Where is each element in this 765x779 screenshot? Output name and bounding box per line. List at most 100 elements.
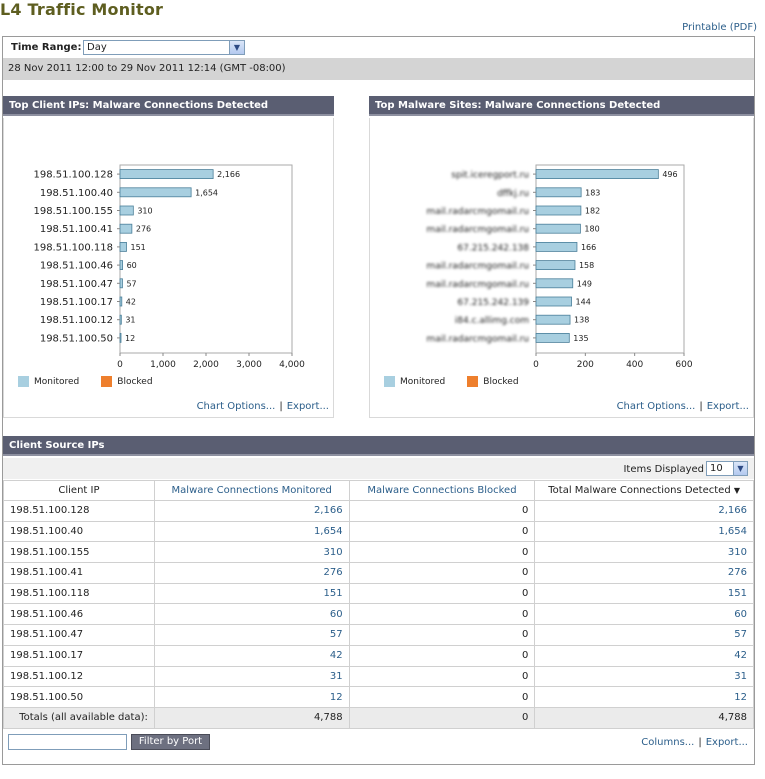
bar [535, 332, 570, 343]
bar [535, 205, 582, 216]
column-header-total[interactable]: Total Malware Connections Detected ▼ [534, 480, 754, 501]
bar [535, 296, 572, 307]
total-cell-link[interactable]: 12 [534, 686, 754, 708]
bar [119, 278, 123, 289]
category-label: 198.51.100.46 [40, 261, 113, 272]
column-header-blocked[interactable]: Malware Connections Blocked [348, 480, 536, 501]
total-cell-link[interactable]: 31 [534, 665, 754, 688]
page-title: L4 Traffic Monitor [0, 0, 164, 19]
malware-sites-chart: 0200400600Transactionsspit.iceregport.ru… [426, 164, 693, 368]
bar [119, 242, 127, 252]
monitored-cell-link[interactable]: 57 [153, 624, 350, 646]
total-cell-link[interactable]: 2,166 [534, 500, 754, 522]
monitored-cell-link[interactable]: 31 [153, 665, 350, 688]
table-row: 198.51.100.46 60 0 60 [3, 603, 754, 626]
column-header-monitored[interactable]: Malware Connections Monitored [153, 480, 350, 501]
monitored-cell-link[interactable]: 60 [153, 603, 350, 626]
legend-blocked-swatch [467, 376, 479, 387]
client-chart-links: Chart Options... | Export... [196, 401, 329, 412]
bar [119, 260, 123, 271]
bar [535, 223, 581, 234]
client-ip-cell: 198.51.100.128 [3, 500, 155, 522]
chevron-down-icon[interactable]: ▼ [733, 462, 747, 475]
port-filter-input[interactable] [8, 734, 127, 750]
time-range-select[interactable]: Day ▼ [83, 40, 245, 55]
client-ip-cell: 198.51.100.41 [3, 562, 155, 584]
monitored-cell-link[interactable]: 42 [153, 644, 350, 667]
data-value-label: 182 [585, 207, 600, 216]
items-displayed-label: Items Displayed [623, 464, 704, 475]
bar [119, 223, 133, 234]
bar [535, 187, 582, 198]
table-row: 198.51.100.128 2,166 0 2,166 [3, 500, 754, 522]
client-source-header: Client Source IPs [3, 436, 754, 456]
chart-export-link[interactable]: Export... [286, 401, 329, 412]
table-row: 198.51.100.47 57 0 57 [3, 624, 754, 646]
monitored-cell-link[interactable]: 12 [153, 686, 350, 708]
time-range-row: Time Range: Day ▼ [3, 37, 754, 58]
blocked-cell: 0 [348, 582, 536, 605]
blocked-cell: 0 [348, 665, 536, 688]
total-cell-link[interactable]: 310 [534, 541, 754, 564]
items-displayed-row: Items Displayed 10 ▼ [3, 458, 754, 479]
sort-descending-icon: ▼ [733, 486, 741, 495]
data-value-label: 57 [126, 279, 136, 288]
total-cell-link[interactable]: 57 [534, 624, 754, 646]
category-label: 198.51.100.47 [40, 279, 113, 290]
table-row: 198.51.100.12 31 0 31 [3, 665, 754, 688]
bar [119, 332, 122, 343]
data-value-label: 135 [573, 334, 588, 343]
total-cell-link[interactable]: 276 [534, 562, 754, 584]
items-displayed-select[interactable]: 10 ▼ [706, 461, 748, 476]
total-cell-link[interactable]: 151 [534, 582, 754, 605]
table-export-link[interactable]: Export... [705, 737, 748, 748]
chart-options-link[interactable]: Chart Options... [616, 401, 696, 412]
monitored-cell-link[interactable]: 2,166 [153, 500, 350, 522]
filter-by-port-button[interactable]: Filter by Port [131, 734, 210, 750]
blocked-cell: 0 [348, 500, 536, 522]
client-ip-cell: 198.51.100.155 [3, 541, 155, 564]
x-tick-label: 600 [675, 360, 692, 368]
blocked-cell: 0 [348, 562, 536, 584]
category-label: 198.51.100.40 [40, 188, 113, 199]
category-label: 67.215.242.139 [457, 298, 529, 308]
total-cell-link[interactable]: 1,654 [534, 520, 754, 543]
bar [119, 314, 122, 325]
sites-chart-legend: Monitored Blocked [384, 376, 519, 387]
printable-pdf-link[interactable]: Printable (PDF) [682, 22, 757, 33]
bar [119, 205, 134, 216]
data-value-label: 138 [574, 316, 589, 325]
blocked-cell: 0 [348, 644, 536, 667]
data-value-label: 310 [137, 207, 152, 216]
category-label: mail.radarcmgomail.ru [426, 334, 529, 344]
blocked-cell: 0 [348, 520, 536, 543]
total-cell-link[interactable]: 42 [534, 644, 754, 667]
client-chart-legend: Monitored Blocked [18, 376, 153, 387]
items-displayed-value: 10 [710, 463, 723, 474]
data-value-label: 1,654 [195, 188, 218, 197]
monitored-cell-link[interactable]: 1,654 [153, 520, 350, 543]
bar [535, 314, 571, 325]
total-cell-link[interactable]: 60 [534, 603, 754, 626]
bar [119, 296, 123, 307]
totals-value: 4,788 [153, 706, 350, 729]
columns-link[interactable]: Columns... [641, 737, 695, 748]
data-value-label: 496 [662, 170, 677, 179]
legend-monitored-swatch [18, 376, 29, 387]
chart-export-link[interactable]: Export... [706, 401, 749, 412]
report-frame: Time Range: Day ▼ 28 Nov 2011 12:00 to 2… [2, 36, 755, 765]
blocked-cell: 0 [348, 624, 536, 646]
table-row: 198.51.100.41 276 0 276 [3, 562, 754, 584]
client-ip-cell: 198.51.100.17 [3, 644, 155, 667]
chart-options-link[interactable]: Chart Options... [196, 401, 276, 412]
table-row: 198.51.100.155 310 0 310 [3, 541, 754, 564]
client-source-table: Client IP Malware Connections Monitored … [3, 480, 754, 729]
client-ip-cell: 198.51.100.47 [3, 624, 155, 646]
category-label: 198.51.100.41 [40, 224, 113, 235]
monitored-cell-link[interactable]: 310 [153, 541, 350, 564]
monitored-cell-link[interactable]: 151 [153, 582, 350, 605]
client-ip-cell: 198.51.100.40 [3, 520, 155, 543]
x-tick-label: 4,000 [279, 360, 305, 368]
monitored-cell-link[interactable]: 276 [153, 562, 350, 584]
chevron-down-icon[interactable]: ▼ [229, 41, 244, 54]
